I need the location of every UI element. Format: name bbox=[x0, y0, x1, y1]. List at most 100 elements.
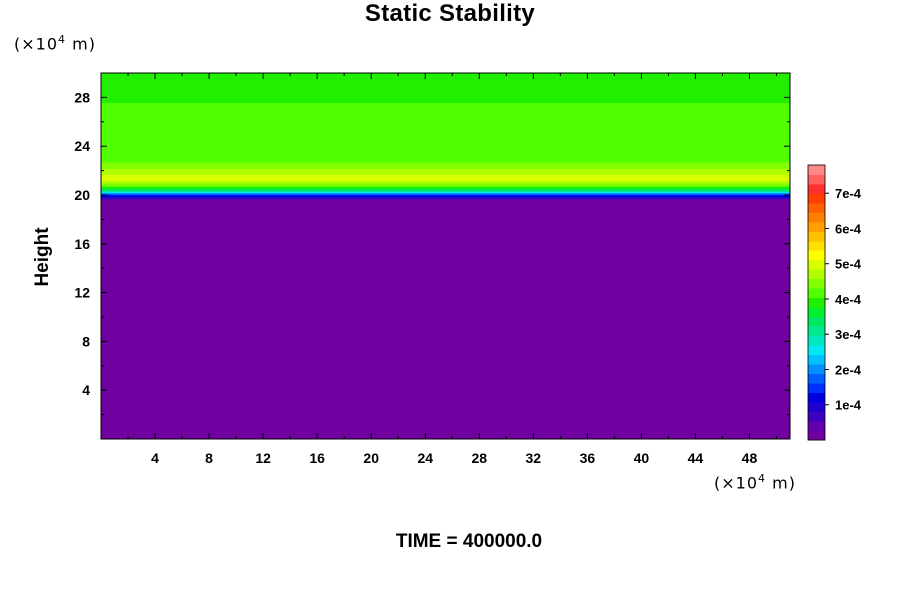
heatmap-band bbox=[101, 275, 790, 278]
heatmap-band bbox=[101, 314, 790, 317]
heatmap-band bbox=[101, 90, 790, 92]
heatmap-band bbox=[101, 159, 790, 162]
heatmap-band bbox=[101, 429, 790, 432]
heatmap-band bbox=[101, 326, 790, 329]
heatmap-band bbox=[101, 181, 790, 184]
y-axis: 4 8 12 16 20 24 28 bbox=[74, 89, 790, 416]
heatmap-band bbox=[101, 158, 790, 161]
heatmap-band bbox=[101, 269, 790, 272]
heatmap-band bbox=[101, 230, 790, 233]
heatmap-band bbox=[101, 281, 790, 284]
heatmap-band bbox=[101, 329, 790, 332]
heatmap-band bbox=[101, 434, 790, 436]
heatmap-band bbox=[101, 423, 790, 425]
colorbar-tick-label: 7e-4 bbox=[835, 186, 862, 201]
heatmap-band bbox=[101, 271, 790, 274]
colorbar-tick-label: 6e-4 bbox=[835, 221, 862, 236]
heatmap-band bbox=[101, 83, 790, 86]
colorbar-swatch bbox=[808, 183, 825, 194]
heatmap-band bbox=[101, 368, 790, 371]
heatmap-band bbox=[101, 399, 790, 402]
heatmap-band bbox=[101, 364, 790, 367]
heatmap-band bbox=[101, 325, 790, 328]
heatmap-band bbox=[101, 431, 790, 434]
heatmap-band bbox=[101, 317, 790, 319]
heatmap-band bbox=[101, 234, 790, 236]
heatmap-band bbox=[101, 202, 790, 205]
heatmap-band bbox=[101, 132, 790, 135]
heatmap-band bbox=[101, 155, 790, 158]
heatmap-band bbox=[101, 199, 790, 202]
heatmap-band bbox=[101, 76, 790, 79]
heatmap-band bbox=[101, 88, 790, 91]
heatmap-band bbox=[101, 293, 790, 296]
heatmap-band bbox=[101, 401, 790, 403]
heatmap-band bbox=[101, 273, 790, 275]
heatmap-band bbox=[101, 190, 790, 192]
heatmap-band bbox=[101, 219, 790, 222]
colorbar-swatch bbox=[808, 250, 825, 261]
heatmap-band bbox=[101, 208, 790, 211]
heatmap-band bbox=[101, 115, 790, 118]
heatmap-band bbox=[101, 362, 790, 364]
heatmap-band bbox=[101, 373, 790, 375]
heatmap-band bbox=[101, 204, 790, 207]
heatmap-band bbox=[101, 140, 790, 142]
heatmap-band bbox=[101, 142, 790, 145]
heatmap-band bbox=[101, 152, 790, 155]
heatmap-band bbox=[101, 224, 790, 227]
heatmap-band bbox=[101, 367, 790, 369]
colorbar-swatch bbox=[808, 373, 825, 384]
heatmap-band bbox=[101, 418, 790, 421]
heatmap-band bbox=[101, 428, 790, 430]
heatmap-band bbox=[101, 421, 790, 424]
heatmap-band bbox=[101, 262, 790, 264]
heatmap-band bbox=[101, 119, 790, 122]
heatmap-band bbox=[101, 163, 790, 166]
heatmap-band bbox=[101, 242, 790, 245]
heatmap-band bbox=[101, 118, 790, 120]
colorbar-swatch bbox=[808, 240, 825, 251]
heatmap-band bbox=[101, 187, 790, 190]
colorbar-swatch bbox=[808, 411, 825, 422]
heatmap-band bbox=[101, 143, 790, 146]
heatmap-band bbox=[101, 192, 790, 195]
heatmap-band bbox=[101, 220, 790, 223]
heatmap-band bbox=[101, 380, 790, 383]
heatmap-band bbox=[101, 296, 790, 299]
heatmap-band bbox=[101, 302, 790, 305]
heatmap-band bbox=[101, 170, 790, 173]
heatmap-band bbox=[101, 387, 790, 390]
heatmap-band bbox=[101, 73, 790, 75]
heatmap-band bbox=[101, 286, 790, 289]
heatmap-band bbox=[101, 304, 790, 307]
heatmap-band bbox=[101, 149, 790, 152]
heatmap-band bbox=[101, 415, 790, 418]
colorbar-swatch bbox=[808, 392, 825, 403]
heatmap-band bbox=[101, 330, 790, 333]
colorbar-swatch bbox=[808, 221, 825, 232]
heatmap-band bbox=[101, 332, 790, 335]
heatmap-band bbox=[101, 96, 790, 98]
heatmap-band bbox=[101, 124, 790, 127]
colorbar-swatch bbox=[808, 259, 825, 270]
heatmap-band bbox=[101, 303, 790, 306]
heatmap-band bbox=[101, 414, 790, 417]
heatmap-band bbox=[101, 105, 790, 108]
heatmap-band bbox=[101, 207, 790, 210]
heatmap-band bbox=[101, 298, 790, 301]
heatmap-band bbox=[101, 146, 790, 149]
heatmap-band bbox=[101, 408, 790, 411]
heatmap-band bbox=[101, 412, 790, 414]
heatmap-band bbox=[101, 297, 790, 300]
heatmap-band bbox=[101, 385, 790, 388]
x-tick-label: 40 bbox=[634, 450, 650, 466]
heatmap-band bbox=[101, 404, 790, 407]
heatmap-band bbox=[101, 403, 790, 406]
colorbar-tick-label: 4e-4 bbox=[835, 292, 862, 307]
heatmap-band bbox=[101, 127, 790, 130]
heatmap-band bbox=[101, 312, 790, 314]
heatmap-band bbox=[101, 188, 790, 191]
heatmap-band bbox=[101, 169, 790, 172]
heatmap-band bbox=[101, 180, 790, 183]
